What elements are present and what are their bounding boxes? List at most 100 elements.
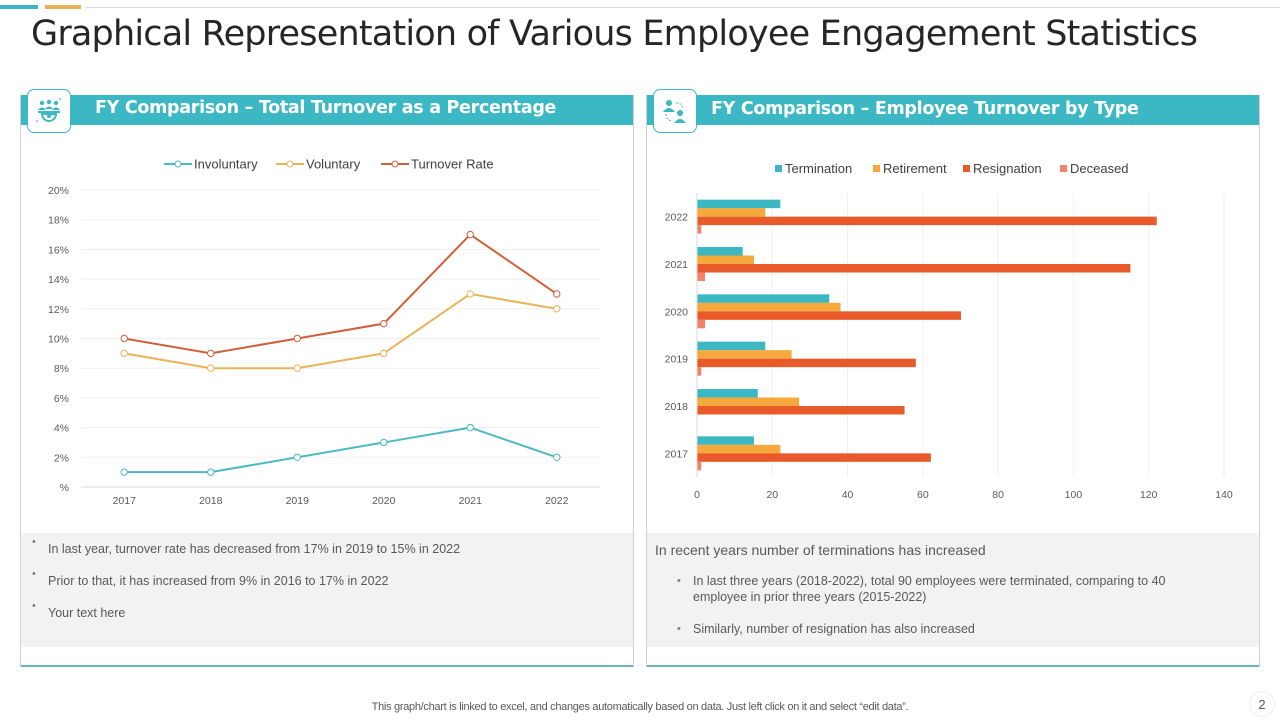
turnover-line-chart[interactable]: % 2% 4% 6% 8% 10% 12% 14% 16% 18% 20% 2017 2018 2019 2…	[21, 135, 633, 535]
x-tick-label: 60	[917, 489, 929, 501]
panel-title: FY Comparison – Total Turnover as a Perc…	[95, 98, 557, 118]
legend-swatch	[775, 165, 782, 172]
top-divider	[86, 7, 1280, 8]
panel-bottom-border	[647, 665, 1259, 667]
x-tick-label: 40	[842, 489, 854, 501]
y-tick-label: 10%	[48, 334, 69, 346]
top-accent-gold	[45, 5, 81, 9]
legend-label: Retirement	[883, 161, 947, 176]
data-point	[380, 319, 388, 328]
panel-bottom-border	[21, 665, 633, 667]
x-tick-label: 120	[1140, 489, 1158, 501]
legend-marker	[174, 160, 182, 168]
data-point	[207, 349, 215, 358]
bar-termination	[697, 436, 754, 445]
right-notes-box: In recent years number of terminations h…	[647, 533, 1259, 647]
turnover-type-bar-chart[interactable]: 0 20 40 60 80 100 120 140 2017 2018 2019 2020 2021 20…	[647, 135, 1259, 535]
series-line	[124, 426, 558, 474]
data-point	[466, 290, 474, 298]
data-point	[207, 468, 215, 476]
x-tick-label: 20	[766, 489, 778, 501]
bar-termination	[697, 199, 781, 209]
people-exchange-icon	[653, 89, 697, 133]
series-line	[124, 233, 558, 355]
bar-deceased	[697, 367, 702, 376]
y-tick-label: 14%	[48, 274, 69, 286]
legend-item: Deceased	[1060, 161, 1129, 176]
legend-item: Resignation	[963, 161, 1042, 176]
data-point	[293, 364, 301, 372]
legend-label: Deceased	[1070, 161, 1129, 176]
bar-retirement	[697, 444, 781, 454]
x-tick-label: 2021	[459, 495, 483, 507]
bar-deceased	[697, 225, 702, 234]
y-tick-label: 16%	[48, 244, 69, 256]
legend-label: Termination	[785, 161, 852, 176]
y-tick-label: 2019	[665, 354, 689, 366]
legend-marker	[391, 160, 399, 168]
legend-label: Involuntary	[194, 157, 258, 172]
bar-retirement	[697, 350, 792, 359]
bar-resignation	[697, 264, 1131, 273]
legend-item: Retirement	[873, 161, 947, 176]
note-item: Prior to that, it has increased from 9% …	[21, 565, 633, 597]
y-tick-label: 2018	[665, 401, 689, 413]
bar-deceased	[697, 272, 706, 281]
x-tick-label: 100	[1065, 489, 1083, 501]
bar-retirement	[697, 302, 841, 312]
data-point	[553, 290, 561, 298]
y-tick-label: 2%	[54, 452, 69, 464]
bar-resignation	[697, 311, 961, 320]
panel-title: FY Comparison – Employee Turnover by Typ…	[711, 99, 1139, 119]
x-tick-label: 2018	[199, 495, 223, 507]
y-tick-label: 12%	[48, 304, 69, 316]
bar-resignation	[697, 453, 931, 462]
data-point	[466, 423, 474, 432]
legend-item: Voluntary	[276, 157, 361, 172]
y-tick-label: %	[60, 482, 69, 494]
bar-resignation	[697, 406, 905, 415]
data-point	[380, 438, 388, 447]
x-tick-label: 140	[1215, 489, 1233, 501]
legend-item: Involuntary	[164, 157, 258, 172]
note-item: Similarly, number of resignation has als…	[647, 621, 1259, 637]
y-tick-label: 2021	[665, 259, 689, 271]
legend-label: Turnover Rate	[411, 157, 494, 172]
page-number: 2	[1249, 691, 1275, 717]
data-point	[120, 468, 128, 476]
x-tick-label: 2019	[286, 495, 310, 507]
x-tick-label: 2022	[545, 495, 569, 507]
series-voluntary	[120, 290, 561, 372]
bar-termination	[697, 247, 743, 256]
bar-termination	[697, 341, 766, 351]
note-item: In last year, turnover rate has decrease…	[21, 533, 633, 565]
bar-deceased	[697, 319, 706, 329]
bar-resignation	[697, 216, 1157, 226]
team-gear-icon	[27, 89, 71, 133]
data-point	[553, 453, 561, 461]
series-involuntary	[120, 423, 561, 476]
legend-swatch	[873, 165, 880, 172]
x-tick-label: 80	[992, 489, 1004, 501]
data-point	[120, 349, 128, 358]
y-tick-label: 18%	[48, 215, 69, 227]
y-tick-label: 6%	[54, 393, 69, 405]
turnover-type-panel: FY Comparison – Employee Turnover by Typ…	[646, 89, 1260, 667]
bar-termination	[697, 389, 758, 398]
legend-label: Voluntary	[306, 157, 361, 172]
legend-marker	[286, 160, 294, 168]
x-tick-label: 2017	[113, 495, 137, 507]
notes-lead: In recent years number of terminations h…	[655, 542, 986, 558]
data-point	[553, 305, 561, 313]
y-tick-label: 2017	[665, 448, 689, 460]
bar-resignation	[697, 358, 916, 368]
data-point	[380, 349, 388, 358]
y-tick-label: 2022	[665, 212, 689, 224]
bar-retirement	[697, 397, 800, 406]
y-tick-label: 4%	[54, 423, 69, 435]
note-item: Your text here	[21, 597, 633, 629]
data-point	[293, 453, 301, 461]
data-point	[293, 334, 301, 343]
legend-swatch	[1060, 165, 1067, 172]
y-tick-label: 8%	[54, 363, 69, 375]
